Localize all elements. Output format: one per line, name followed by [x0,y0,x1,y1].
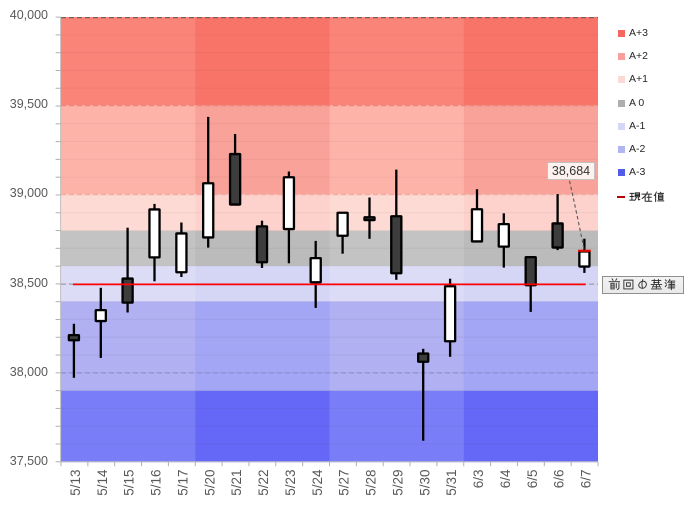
svg-text:5/28: 5/28 [364,470,379,496]
svg-text:5/22: 5/22 [256,470,271,496]
svg-text:6/5: 6/5 [525,470,540,489]
svg-text:5/31: 5/31 [444,470,459,496]
svg-text:6/7: 6/7 [579,470,594,489]
svg-text:5/20: 5/20 [202,470,217,496]
svg-text:5/23: 5/23 [283,470,298,496]
svg-text:5/27: 5/27 [337,470,352,496]
svg-text:5/17: 5/17 [176,470,191,496]
svg-text:6/4: 6/4 [498,469,513,488]
svg-text:5/24: 5/24 [310,469,325,496]
svg-text:5/21: 5/21 [229,470,244,496]
svg-text:6/3: 6/3 [471,470,486,489]
svg-text:5/30: 5/30 [417,470,432,496]
svg-text:5/13: 5/13 [68,470,83,496]
svg-text:5/29: 5/29 [390,470,405,496]
svg-text:5/14: 5/14 [95,469,110,496]
svg-text:5/16: 5/16 [149,470,164,496]
svg-text:6/6: 6/6 [552,470,567,489]
svg-text:5/15: 5/15 [122,470,137,496]
